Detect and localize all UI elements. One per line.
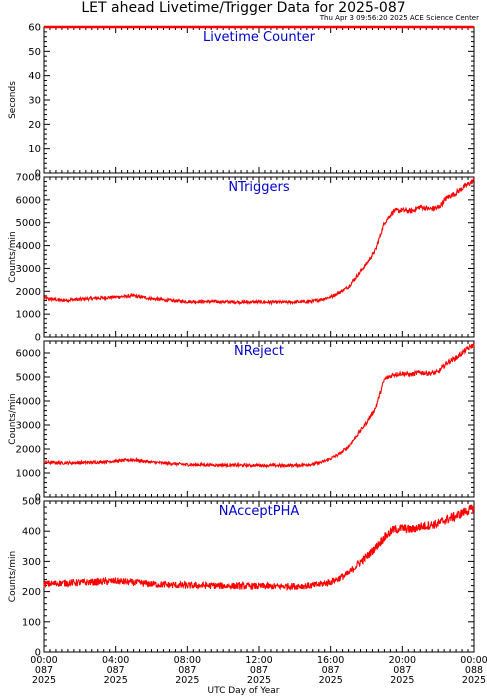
nacceptpha-y-axis-label: Counts/min [8, 551, 18, 602]
nreject-y-tick-label: 3000 [16, 421, 41, 432]
x-tick-label: 2025 [247, 675, 271, 686]
nreject-series-line [43, 342, 475, 469]
ntriggers-y-tick-label: 4000 [16, 241, 41, 252]
nacceptpha-series-line [43, 504, 475, 592]
nacceptpha-y-tick-label: 200 [22, 587, 41, 598]
ntriggers-y-tick-label: 6000 [16, 195, 41, 206]
ntriggers-plot-frame [43, 176, 475, 338]
nacceptpha-y-tick-label: 100 [22, 617, 41, 628]
nreject-y-axis-label: Counts/min [8, 393, 18, 444]
x-tick-label: 2025 [32, 675, 56, 686]
x-axis-label: UTC Day of Year [207, 686, 280, 696]
nreject-plot-frame [43, 340, 475, 498]
x-tick-label: 088 [465, 665, 483, 676]
x-tick-label: 04:00 [102, 655, 129, 666]
timestamp: Thu Apr 3 09:56:20 2025 ACE Science Cent… [319, 14, 479, 22]
ntriggers-y-tick-label: 7000 [16, 173, 41, 184]
ntriggers-y-tick-label: 2000 [16, 287, 41, 298]
x-tick-label: 20:00 [389, 655, 416, 666]
x-tick-label: 087 [393, 665, 411, 676]
ntriggers-y-tick-label: 5000 [16, 218, 41, 229]
nreject-y-tick-label: 4000 [16, 397, 41, 408]
nreject-y-tick-label: 0 [35, 493, 41, 504]
x-tick-label: 2025 [462, 675, 486, 686]
ntriggers-panel-title: NTriggers [228, 180, 290, 195]
nreject-y-tick-label: 6000 [16, 349, 41, 360]
ntriggers-y-tick-label: 0 [35, 333, 41, 344]
nacceptpha-y-tick-label: 0 [35, 648, 41, 659]
livetime-counter-y-tick-label: 10 [28, 144, 41, 155]
x-tick-label: 2025 [104, 675, 128, 686]
nacceptpha-y-tick-label: 500 [22, 497, 41, 508]
x-tick-label: 087 [178, 665, 196, 676]
x-tick-label: 2025 [390, 675, 414, 686]
livetime-counter-panel-title: Livetime Counter [203, 30, 316, 45]
x-tick-label: 087 [35, 665, 53, 676]
livetime-counter-y-tick-label: 60 [28, 23, 41, 34]
ntriggers-series-line [43, 177, 475, 306]
x-tick-label: 16:00 [317, 655, 344, 666]
page-title: LET ahead Livetime/Trigger Data for 2025… [81, 0, 406, 16]
ntriggers-y-tick-label: 1000 [16, 310, 41, 321]
livetime-counter-y-tick-label: 30 [28, 96, 41, 107]
livetime-counter-y-tick-label: 20 [28, 120, 41, 131]
x-tick-label: 087 [322, 665, 340, 676]
nacceptpha-y-tick-label: 300 [22, 557, 41, 568]
livetime-counter-y-tick-label: 40 [28, 71, 41, 82]
x-tick-label: 08:00 [174, 655, 201, 666]
x-tick-label: 2025 [319, 675, 343, 686]
nacceptpha-y-tick-label: 400 [22, 527, 41, 538]
x-tick-label: 00:00 [460, 655, 487, 666]
nacceptpha-plot-frame [43, 500, 475, 653]
x-tick-label: 00:00 [30, 655, 57, 666]
nreject-y-tick-label: 5000 [16, 373, 41, 384]
nreject-y-tick-label: 1000 [16, 469, 41, 480]
ntriggers-y-tick-label: 3000 [16, 264, 41, 275]
x-tick-label: 087 [107, 665, 125, 676]
x-tick-label: 12:00 [245, 655, 272, 666]
livetime-counter-y-tick-label: 0 [35, 169, 41, 180]
ntriggers-y-axis-label: Counts/min [8, 231, 18, 282]
nacceptpha-panel-title: NAcceptPHA [219, 504, 300, 519]
x-tick-label: 087 [250, 665, 268, 676]
x-tick-label: 2025 [175, 675, 199, 686]
livetime-counter-plot-frame [43, 26, 475, 174]
livetime-counter-y-tick-label: 50 [28, 47, 41, 58]
livetime-counter-y-axis-label: Seconds [8, 81, 18, 119]
nreject-y-tick-label: 2000 [16, 445, 41, 456]
nreject-panel-title: NReject [234, 344, 284, 359]
